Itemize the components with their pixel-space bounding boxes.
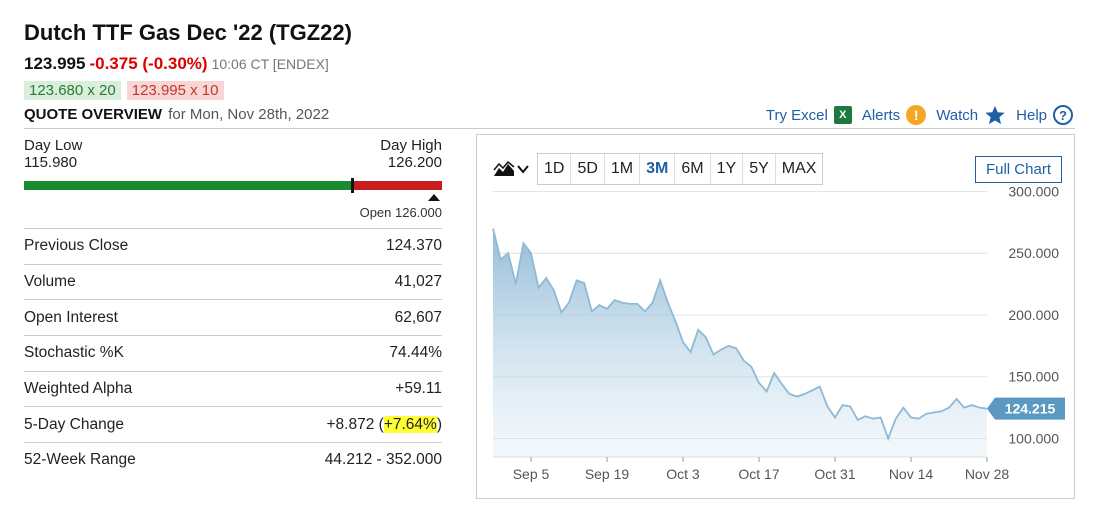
x-tick-label: Sep 5 xyxy=(513,466,550,482)
chart-type-dropdown[interactable] xyxy=(493,161,529,177)
stat-label: 5-Day Change xyxy=(24,415,124,433)
stat-value: 44.212 - 352.000 xyxy=(324,451,442,469)
day-high-label: Day High xyxy=(380,137,442,154)
chart-toolbar: 1D 5D 1M 3M 6M 1Y 5Y MAX xyxy=(493,153,824,185)
x-tick-label: Nov 14 xyxy=(889,466,934,482)
stat-label: Weighted Alpha xyxy=(24,380,133,398)
ask-badge: 123.995 x 10 xyxy=(126,81,224,100)
try-excel-link[interactable]: Try Excel X xyxy=(766,106,852,124)
period-5y[interactable]: 5Y xyxy=(743,154,776,184)
stat-label: Open Interest xyxy=(24,308,118,326)
excel-icon: X xyxy=(833,106,852,124)
day-high-value: 126.200 xyxy=(387,154,442,171)
price-line xyxy=(492,228,988,442)
period-5d[interactable]: 5D xyxy=(571,154,605,184)
stat-label: 52-Week Range xyxy=(24,451,136,469)
last-price-tag-label: 124.215 xyxy=(1005,401,1056,417)
price-change: -0.375 (-0.30%) xyxy=(89,54,208,73)
toolbar-links: Try Excel X Alerts ! Watch Help ? xyxy=(756,104,1073,126)
last-price-tag xyxy=(987,397,1065,420)
alerts-label: Alerts xyxy=(861,106,901,124)
help-label: Help xyxy=(1016,106,1047,124)
stat-value: 74.44% xyxy=(389,344,442,362)
x-tick-label: Sep 19 xyxy=(585,466,630,482)
stat-label: Previous Close xyxy=(24,237,129,255)
period-1d[interactable]: 1D xyxy=(538,154,572,184)
bid-badge: 123.680 x 20 xyxy=(24,81,121,100)
stat-row-previous-close: Previous Close 124.370 xyxy=(24,228,442,264)
stats-table: Previous Close 124.370 Volume 41,027 Ope… xyxy=(24,228,442,478)
x-tick-label: Oct 17 xyxy=(738,466,779,482)
five-day-change-close: ) xyxy=(436,415,442,433)
five-day-change-pct: +7.64% xyxy=(383,415,437,433)
day-range-labels: Day Low 115.980 Day High 126.200 xyxy=(24,137,442,171)
stat-value: +8.872 (+7.64%) xyxy=(326,415,442,434)
x-tick-label: Oct 31 xyxy=(814,466,855,482)
y-tick-label: 250.000 xyxy=(1008,245,1059,261)
stat-value: 41,027 xyxy=(394,273,442,291)
last-price: 123.995 xyxy=(24,54,86,73)
help-icon: ? xyxy=(1053,105,1073,125)
star-icon xyxy=(985,105,1005,125)
y-tick-label: 300.000 xyxy=(1008,183,1059,199)
range-bar-red xyxy=(351,181,442,190)
quote-overview-date: for Mon, Nov 28th, 2022 xyxy=(168,106,330,123)
page-title: Dutch TTF Gas Dec '22 (TGZ22) xyxy=(24,20,352,45)
open-marker-icon xyxy=(427,194,440,201)
x-tick-label: Nov 28 xyxy=(965,466,1010,482)
watch-link[interactable]: Watch xyxy=(936,104,1006,126)
stat-row-stochastic: Stochastic %K 74.44% xyxy=(24,335,442,371)
x-tick-label: Oct 3 xyxy=(666,466,700,482)
period-1y[interactable]: 1Y xyxy=(711,154,744,184)
price-chart: 100.000 150.000 200.000 250.000 300.000 Sep 5… xyxy=(492,183,1065,482)
chart-type-icon xyxy=(493,161,515,176)
price-line: 123.995 -0.375 (-0.30%) 10:06 CT [ENDEX] xyxy=(24,54,329,74)
quote-overview-label: QUOTE OVERVIEW xyxy=(24,106,163,123)
help-link[interactable]: Help ? xyxy=(1016,105,1073,125)
last-price-marker xyxy=(350,178,354,193)
range-bar-green xyxy=(24,181,352,190)
chart-panel: 100.000 150.000 200.000 250.000 300.000 Sep 5… xyxy=(476,134,1075,499)
period-3m[interactable]: 3M xyxy=(640,154,676,184)
five-day-change-abs: +8.872 ( xyxy=(326,415,384,433)
watch-label: Watch xyxy=(936,106,979,124)
stat-value: +59.11 xyxy=(395,380,442,398)
day-range-bar xyxy=(24,181,442,190)
stat-row-5-day-change: 5-Day Change +8.872 (+7.64%) xyxy=(24,406,442,442)
stat-row-52-week-range: 52-Week Range 44.212 - 352.000 xyxy=(24,442,442,478)
y-tick-label: 150.000 xyxy=(1008,369,1059,385)
stat-label: Volume xyxy=(24,273,76,291)
alerts-link[interactable]: Alerts ! xyxy=(861,105,927,125)
header-divider xyxy=(24,128,1075,129)
full-chart-button[interactable]: Full Chart xyxy=(974,156,1062,183)
stat-row-open-interest: Open Interest 62,607 xyxy=(24,299,442,335)
day-low-label: Day Low xyxy=(24,137,83,154)
try-excel-label: Try Excel xyxy=(765,106,828,124)
chevron-down-icon xyxy=(517,165,529,174)
open-label: Open 126.000 xyxy=(359,205,442,220)
bid-ask: 123.680 x 20 123.995 x 10 xyxy=(24,81,224,100)
stat-value: 124.370 xyxy=(385,237,442,255)
stat-row-weighted-alpha: Weighted Alpha +59.11 xyxy=(24,370,442,407)
quote-overview-heading: QUOTE OVERVIEW for Mon, Nov 28th, 2022 xyxy=(24,106,329,123)
stat-row-volume: Volume 41,027 xyxy=(24,263,442,300)
period-6m[interactable]: 6M xyxy=(675,154,711,184)
period-1m[interactable]: 1M xyxy=(605,154,641,184)
y-tick-label: 100.000 xyxy=(1008,430,1059,446)
stat-label: Stochastic %K xyxy=(24,344,124,362)
day-low-value: 115.980 xyxy=(24,154,78,171)
quote-time: 10:06 CT [ENDEX] xyxy=(211,56,329,72)
alert-icon: ! xyxy=(906,105,927,125)
period-selector: 1D 5D 1M 3M 6M 1Y 5Y MAX xyxy=(537,153,824,185)
price-area xyxy=(493,228,987,457)
y-tick-label: 200.000 xyxy=(1008,307,1059,323)
period-max[interactable]: MAX xyxy=(781,160,817,177)
stat-value: 62,607 xyxy=(394,308,442,326)
